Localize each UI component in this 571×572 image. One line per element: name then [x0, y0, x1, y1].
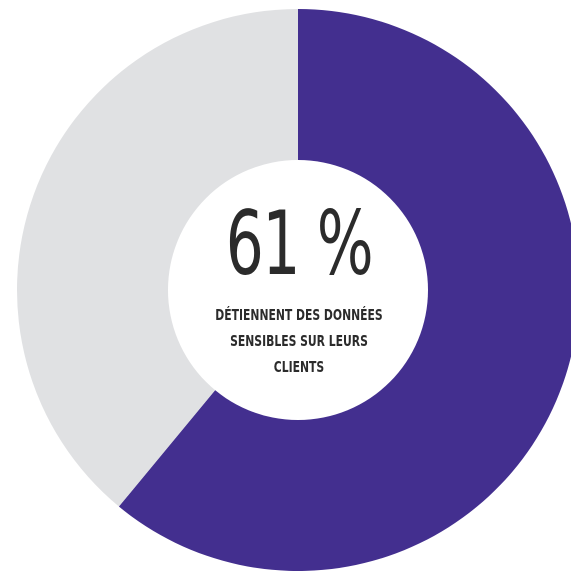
center-caption: DÉTIENNENT DES DONNÉES SENSIBLES SUR LEU… — [215, 306, 383, 376]
pie-slice-2 — [16, 9, 298, 507]
donut-hole — [168, 160, 428, 420]
center-value: 61 % — [225, 192, 374, 295]
center-label: 61 % DÉTIENNENT DES DONNÉES SENSIBLES SU… — [171, 196, 427, 380]
